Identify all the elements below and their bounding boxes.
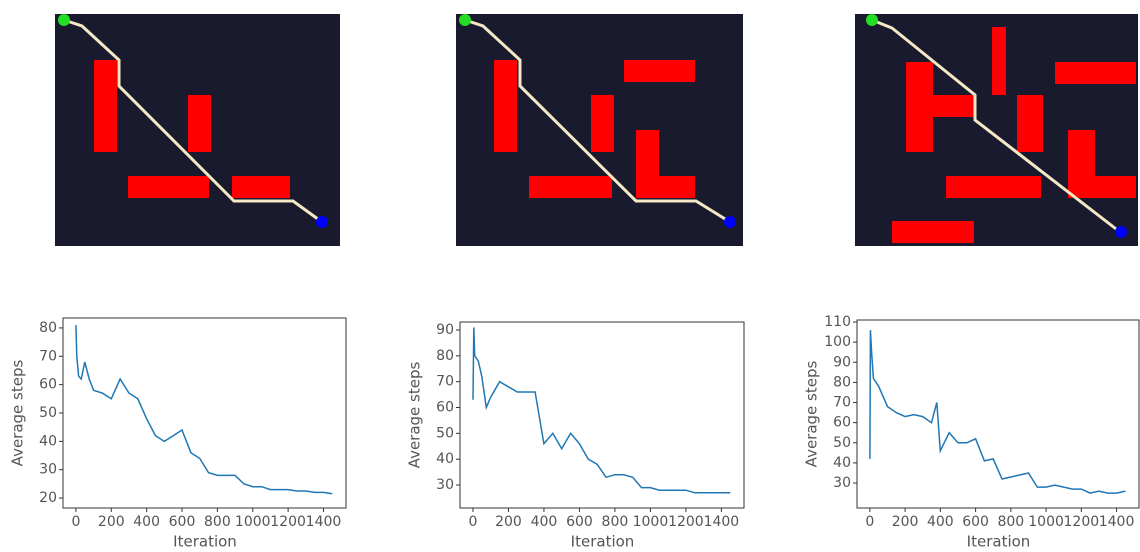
x-axis-label: Iteration (967, 533, 1031, 551)
x-tick-label: 1200 (1064, 514, 1100, 530)
y-axis-label: Average steps (9, 360, 27, 467)
y-tick-label: 80 (436, 348, 454, 364)
y-axis-label: Average steps (406, 362, 424, 469)
y-tick-label: 60 (833, 415, 851, 431)
x-tick-label: 200 (892, 514, 919, 530)
x-tick-label: 1200 (270, 514, 306, 530)
plot-frame (62, 317, 347, 509)
y-tick-label: 20 (39, 490, 57, 506)
x-tick-label: 1000 (633, 514, 669, 530)
x-tick-label: 1400 (306, 514, 342, 530)
x-axis-label: Iteration (571, 533, 635, 551)
y-axis-label: Average steps (803, 361, 821, 468)
x-tick-label: 800 (997, 514, 1024, 530)
y-tick-label: 40 (39, 433, 57, 449)
x-tick-label: 200 (98, 514, 125, 530)
y-tick-label: 90 (436, 322, 454, 338)
x-tick-label: 400 (927, 514, 954, 530)
x-tick-label: 400 (531, 514, 558, 530)
x-tick-label: 600 (962, 514, 989, 530)
x-tick-label: 0 (71, 514, 80, 530)
x-tick-label: 400 (133, 514, 160, 530)
plot-frame (856, 319, 1140, 509)
y-tick-label: 40 (436, 451, 454, 467)
plot-frame (459, 321, 745, 509)
y-tick-label: 90 (833, 354, 851, 370)
maze-3 (855, 14, 1138, 246)
data-line (869, 330, 1126, 494)
y-tick-label: 100 (824, 334, 851, 350)
y-tick-label: 40 (833, 455, 851, 471)
maze-2 (456, 14, 743, 246)
maze-1 (55, 14, 340, 246)
y-tick-label: 80 (39, 320, 57, 336)
x-tick-label: 800 (602, 514, 629, 530)
y-tick-label: 60 (436, 400, 454, 416)
y-tick-label: 80 (833, 374, 851, 390)
y-tick-label: 30 (833, 475, 851, 491)
y-tick-label: 70 (436, 374, 454, 390)
x-tick-label: 1000 (1028, 514, 1064, 530)
x-tick-label: 1400 (704, 514, 740, 530)
data-line (75, 325, 333, 495)
y-tick-label: 70 (833, 395, 851, 411)
x-tick-label: 200 (495, 514, 522, 530)
x-tick-label: 1200 (668, 514, 704, 530)
x-tick-label: 600 (169, 514, 196, 530)
y-tick-label: 50 (39, 405, 57, 421)
x-tick-label: 1000 (235, 514, 271, 530)
y-tick-label: 70 (39, 348, 57, 364)
y-tick-label: 110 (824, 314, 851, 330)
x-axis-label: Iteration (173, 533, 237, 551)
x-tick-label: 0 (865, 514, 874, 530)
x-tick-label: 800 (204, 514, 231, 530)
y-tick-label: 60 (39, 377, 57, 393)
x-tick-label: 0 (468, 514, 477, 530)
y-tick-label: 50 (436, 425, 454, 441)
y-tick-label: 30 (39, 462, 57, 478)
y-tick-label: 50 (833, 435, 851, 451)
data-line (472, 327, 731, 494)
y-tick-label: 30 (436, 477, 454, 493)
x-tick-label: 1400 (1099, 514, 1135, 530)
x-tick-label: 600 (566, 514, 593, 530)
